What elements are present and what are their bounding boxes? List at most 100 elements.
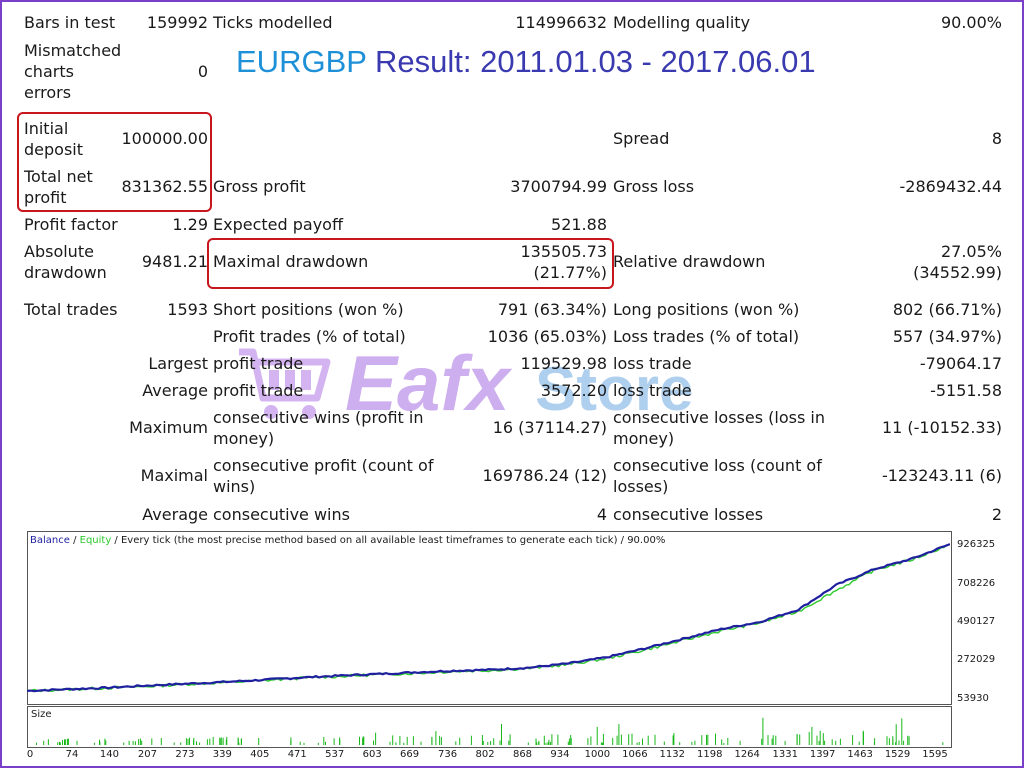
cart-icon bbox=[239, 348, 331, 419]
size-chart bbox=[36, 717, 944, 745]
x-tick-label: 669 bbox=[400, 749, 420, 760]
largest-loss-label: loss trade bbox=[613, 354, 692, 373]
long-positions-label: Long positions (won %) bbox=[613, 300, 800, 319]
x-tick-label: 868 bbox=[512, 749, 533, 760]
maximal-cons-loss-value: -123243.11 (6) bbox=[881, 466, 1002, 485]
average-profit-value: 3572.20 bbox=[540, 381, 607, 400]
modelling-quality-label: Modelling quality bbox=[613, 13, 751, 32]
loss-trades-label: Loss trades (% of total) bbox=[613, 327, 800, 346]
x-tick-label: 1000 bbox=[584, 749, 611, 760]
avg-cons-losses-label: consecutive losses bbox=[613, 505, 764, 524]
largest-profit-label: profit trade bbox=[213, 354, 304, 373]
ticks-modelled-label: Ticks modelled bbox=[213, 13, 333, 32]
max-cons-wins-label-1: consecutive wins (profit in bbox=[213, 408, 424, 427]
average-profit-label: profit trade bbox=[213, 381, 304, 400]
maximal-cons-loss-label-2: losses) bbox=[613, 477, 669, 496]
mismatched-label-3: errors bbox=[24, 83, 72, 102]
watermark-text-store: Store bbox=[535, 355, 693, 424]
maximal-drawdown-label: Maximal drawdown bbox=[213, 252, 369, 271]
largest-loss-value: -79064.17 bbox=[919, 354, 1002, 373]
x-tick-label: 207 bbox=[137, 749, 157, 760]
legend-balance: Balance bbox=[30, 535, 70, 546]
short-positions-value: 791 (63.34%) bbox=[497, 300, 607, 319]
x-tick-label: 1331 bbox=[772, 749, 798, 760]
absolute-drawdown-label-2: drawdown bbox=[24, 263, 107, 282]
size-panel bbox=[27, 706, 952, 748]
absolute-drawdown-label-1: Absolute bbox=[24, 242, 94, 261]
spread-value: 8 bbox=[991, 129, 1002, 148]
y-tick-label: 490127 bbox=[957, 616, 996, 627]
x-tick-label: 1397 bbox=[809, 749, 836, 760]
bars-in-test-value: 159992 bbox=[146, 13, 208, 32]
series-line-balance bbox=[27, 543, 950, 693]
chart-legend: Balance / Equity / Every tick (the most … bbox=[30, 534, 665, 547]
legend-description: / Every tick (the most precise method ba… bbox=[111, 535, 666, 546]
x-tick-label: 603 bbox=[362, 749, 382, 760]
initial-deposit-label-2: deposit bbox=[24, 140, 83, 159]
gross-loss-label: Gross loss bbox=[613, 177, 695, 196]
maximal-cons-profit-label-2: wins) bbox=[213, 477, 256, 496]
x-tick-label: 1198 bbox=[697, 749, 723, 760]
relative-drawdown-value-2: (34552.99) bbox=[913, 263, 1002, 282]
legend-equity: Equity bbox=[79, 535, 112, 546]
x-tick-label: 273 bbox=[175, 749, 195, 760]
profit-factor-value: 1.29 bbox=[172, 215, 208, 234]
x-tick-label: 140 bbox=[99, 749, 119, 760]
total-net-profit-label-2: profit bbox=[24, 188, 67, 207]
x-tick-label: 1066 bbox=[622, 749, 648, 760]
x-tick-label: 1529 bbox=[884, 749, 911, 760]
title-symbol: EURGBP bbox=[236, 44, 367, 79]
average-loss-value: -5151.58 bbox=[930, 381, 1002, 400]
balance-chart bbox=[27, 543, 950, 693]
highlight-maximal-drawdown bbox=[207, 238, 614, 289]
total-trades-label: Total trades bbox=[24, 300, 118, 319]
absolute-drawdown-value: 9481.21 bbox=[141, 252, 208, 271]
loss-trades-value: 557 (34.97%) bbox=[892, 327, 1002, 346]
spread-label: Spread bbox=[613, 129, 670, 148]
largest-profit-value: 119529.98 bbox=[520, 354, 607, 373]
ticks-modelled-value: 114996632 bbox=[515, 13, 607, 32]
avg-cons-wins-value: 4 bbox=[596, 505, 607, 524]
expected-payoff-label: Expected payoff bbox=[213, 215, 343, 234]
initial-deposit-label-1: Initial bbox=[24, 119, 69, 138]
x-tick-label: 471 bbox=[287, 749, 307, 760]
maximum-label: Maximum bbox=[129, 418, 208, 437]
total-net-profit-label-1: Total net bbox=[24, 167, 93, 186]
maximal-label: Maximal bbox=[140, 466, 208, 485]
mismatched-label-2: charts bbox=[24, 62, 74, 81]
max-cons-losses-label-1: consecutive losses (loss in bbox=[613, 408, 825, 427]
eafx-store-watermark: Eafx Store bbox=[239, 339, 693, 427]
watermark-text-eafx: Eafx bbox=[345, 339, 513, 427]
average-consecutive-label: Average bbox=[142, 505, 208, 524]
largest-label: Largest bbox=[148, 354, 208, 373]
x-tick-label: 405 bbox=[250, 749, 270, 760]
long-positions-value: 802 (66.71%) bbox=[892, 300, 1002, 319]
size-label: Size bbox=[31, 709, 52, 720]
x-tick-label: 339 bbox=[212, 749, 232, 760]
x-tick-label: 802 bbox=[475, 749, 495, 760]
total-net-profit-value: 831362.55 bbox=[121, 177, 208, 196]
title-result: Result: 2011.01.03 - 2017.06.01 bbox=[374, 44, 816, 79]
expected-payoff-value: 521.88 bbox=[551, 215, 607, 234]
max-cons-wins-value: 16 (37114.27) bbox=[492, 418, 607, 437]
average-label: Average bbox=[142, 381, 208, 400]
maximal-drawdown-value-2: (21.77%) bbox=[533, 263, 608, 282]
legend-sep: / bbox=[69, 535, 80, 546]
modelling-quality-value: 90.00% bbox=[940, 13, 1002, 32]
relative-drawdown-value-1: 27.05% bbox=[940, 242, 1002, 261]
profit-factor-label: Profit factor bbox=[24, 215, 118, 234]
x-tick-label: 934 bbox=[550, 749, 570, 760]
profit-trades-label: Profit trades (% of total) bbox=[213, 327, 406, 346]
initial-deposit-value: 100000.00 bbox=[121, 129, 208, 148]
short-positions-label: Short positions (won %) bbox=[213, 300, 404, 319]
maximal-drawdown-value-1: 135505.73 bbox=[520, 242, 607, 261]
x-tick-label: 74 bbox=[65, 749, 79, 760]
max-cons-wins-label-2: money) bbox=[213, 429, 275, 448]
max-cons-losses-label-2: money) bbox=[613, 429, 675, 448]
highlight-deposit-profit bbox=[17, 112, 212, 212]
maximal-cons-loss-label-1: consecutive loss (count of bbox=[613, 456, 822, 475]
gross-profit-label: Gross profit bbox=[213, 177, 306, 196]
x-tick-label: 1264 bbox=[734, 749, 760, 760]
x-tick-label: 1463 bbox=[847, 749, 873, 760]
